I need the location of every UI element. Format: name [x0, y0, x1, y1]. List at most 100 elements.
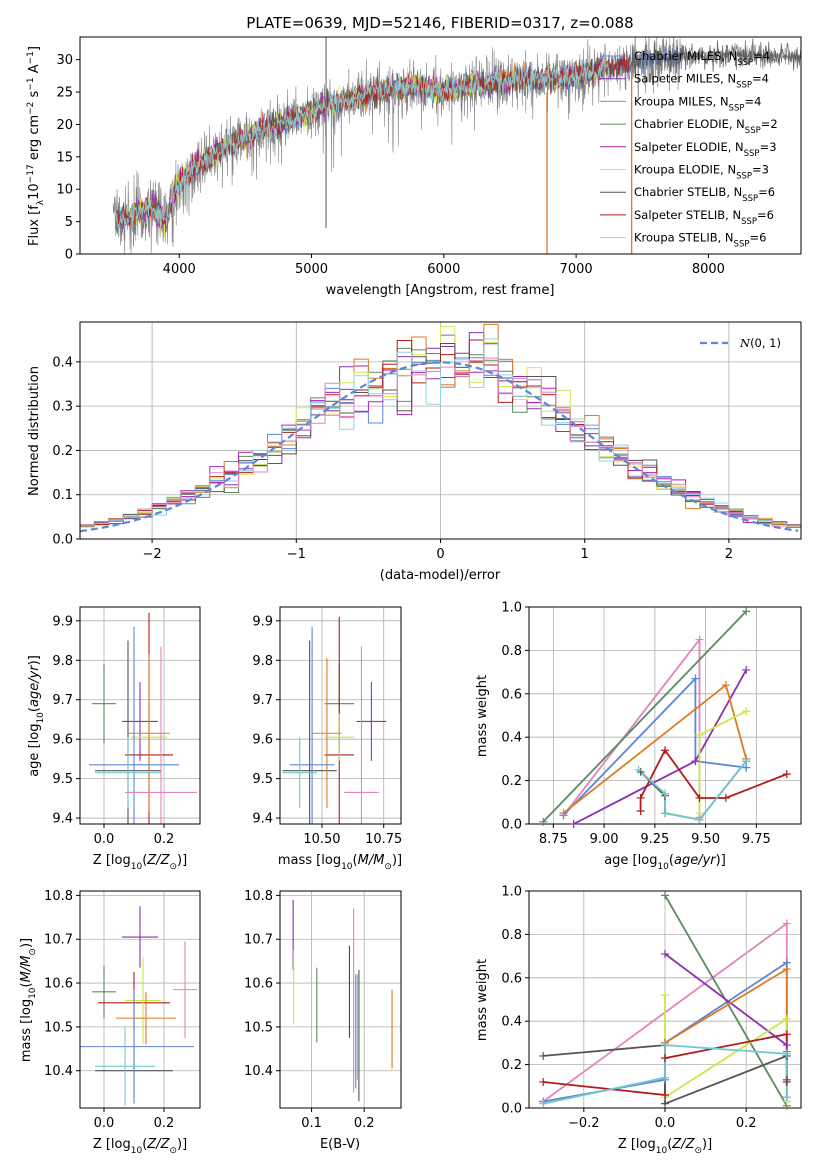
legend-entry: Salpeter MILES, NSSP=4 — [634, 72, 769, 91]
x-axis-label: Z [log10(Z/Z⊙)] — [93, 1137, 187, 1156]
panel-spectrum: 4000 5000 6000 7000 8000 0 5 10 15 20 25 30 Chabrier… — [26, 36, 802, 298]
plot-area — [80, 323, 801, 533]
legend-entry-part: =4 — [753, 49, 770, 63]
plus-marker — [695, 793, 704, 802]
label-part: erg cm — [27, 115, 42, 164]
plot-area — [292, 899, 393, 1102]
legend-entry: Kroupa MILES, NSSP=4 — [634, 94, 761, 113]
plus-marker — [661, 949, 669, 958]
label-part: ( — [142, 853, 147, 868]
x-axis-label: mass [log10(M/M⊙)] — [278, 853, 402, 872]
label-part: 10 — [131, 862, 143, 872]
panel-mass-vs-EBV: 0.1 0.2 10.4 10.5 10.6 10.7 10.8 E(B-V) — [244, 889, 402, 1152]
plus-marker — [661, 1073, 669, 1082]
y-tick-label: 10.5 — [244, 1020, 273, 1035]
plus-marker — [782, 919, 791, 928]
plus-marker — [695, 815, 704, 824]
y-tick-label: 9.6 — [52, 733, 73, 748]
label-part: Z/Z — [671, 1137, 695, 1152]
ticks: 0.1 0.2 10.4 10.5 10.6 10.7 10.8 — [244, 889, 374, 1131]
label-part: Z [log — [93, 853, 131, 868]
y-axis-label: Flux [fλ10−17 erg cm−2 s−1 A−1] — [26, 46, 46, 246]
y-tick-label: 10 — [56, 183, 73, 198]
label-part: 10 — [657, 862, 669, 872]
y-tick-label: 25 — [56, 86, 73, 101]
label-part: 10 — [28, 987, 38, 999]
axes-frame — [279, 606, 402, 825]
figure-title: PLATE=0639, MJD=52146, FIBERID=0317, z=0… — [246, 14, 633, 32]
axes-frame — [528, 606, 802, 825]
label-part: 10 — [341, 862, 353, 872]
ticks: 0.0 0.2 9.4 9.5 9.6 9.7 9.8 9.9 — [52, 614, 174, 847]
label-part: )] — [177, 1137, 187, 1152]
legend-entry: Chabrier ELODIE, NSSP=2 — [634, 117, 778, 136]
x-tick-label: 10.75 — [365, 832, 402, 847]
label-part: ( — [27, 707, 42, 712]
legend-entry: Chabrier STELIB, NSSP=6 — [634, 185, 775, 204]
y-tick-label: 0.2 — [501, 1058, 522, 1073]
plus-marker — [742, 757, 751, 766]
x-tick-label: 5000 — [295, 262, 328, 277]
label-part: )] — [392, 853, 402, 868]
label-part: ⊙ — [169, 862, 177, 872]
panel-mass-weight-vs-age: 8.75 9.00 9.25 9.50 9.75 0.0 0.2 0.4 0.6 0.8 1.0 ag… — [475, 601, 802, 872]
y-tick-label: 0.1 — [52, 488, 73, 503]
legend-part: (0, 1) — [750, 336, 781, 350]
y-tick-label: 20 — [56, 118, 73, 133]
x-tick-label: 0.2 — [154, 832, 175, 847]
legend-entry-part: Kroupa STELIB, N — [634, 231, 734, 245]
legend-entry-part: SSP — [736, 81, 752, 91]
plus-marker — [742, 707, 751, 716]
x-tick-label: 0.0 — [94, 1116, 115, 1131]
label-part: 10 — [36, 712, 46, 724]
x-tick-label: 0.2 — [154, 1116, 175, 1131]
y-tick-label: 9.8 — [252, 654, 273, 669]
label-part: mass [log — [278, 853, 341, 868]
label-part: ( — [667, 1137, 672, 1152]
plus-marker — [569, 820, 578, 828]
y-tick-label: 10.8 — [244, 889, 273, 904]
x-tick-label: 9.00 — [590, 832, 619, 847]
y-tick-label: 0.0 — [501, 1102, 522, 1117]
legend-entry-part: SSP — [734, 240, 750, 250]
legend-entry-part: SSP — [737, 58, 753, 68]
y-tick-label: 5 — [65, 215, 73, 230]
y-tick-label: 30 — [56, 53, 73, 68]
y-tick-label: 9.8 — [52, 654, 73, 669]
y-tick-label: 9.5 — [52, 772, 73, 787]
label-part: Z [log — [93, 1137, 131, 1152]
label-part: ⊙ — [28, 948, 38, 956]
x-tick-label: 1 — [581, 547, 589, 562]
legend-entry-part: =4 — [744, 94, 761, 108]
label-part: E(B-V) — [320, 1137, 360, 1152]
plus-marker — [539, 817, 548, 826]
mass-weight-series-5 — [664, 995, 788, 1102]
label-part: −17 — [26, 164, 36, 183]
legend-entry-part: =6 — [757, 208, 774, 222]
axes-frame — [528, 890, 802, 1109]
plus-marker — [636, 806, 645, 815]
plus-marker — [695, 635, 704, 644]
x-tick-label: −1 — [287, 547, 306, 562]
y-tick-label: 10.8 — [44, 889, 73, 904]
mass-weight-series-0 — [562, 636, 701, 818]
label-part: Flux [f — [27, 205, 42, 246]
plus-marker — [742, 665, 751, 674]
label-part: 10 — [131, 1146, 143, 1156]
y-tick-label: 0.0 — [501, 818, 522, 833]
x-tick-label: 2 — [725, 547, 733, 562]
legend-entry-part: SSP — [742, 194, 758, 204]
plus-marker — [782, 1075, 791, 1084]
x-tick-label: 0.0 — [655, 1116, 676, 1131]
plus-marker — [661, 891, 669, 900]
plus-marker — [695, 731, 704, 740]
label-part: ( — [353, 853, 358, 868]
y-tick-label: 0.3 — [52, 400, 73, 415]
legend-entry-part: Kroupa ELODIE, N — [634, 163, 736, 177]
mass-weight-series-4 — [664, 967, 788, 1098]
x-axis-label: Z [log10(Z/Z⊙)] — [93, 853, 187, 872]
plus-marker — [782, 1041, 791, 1050]
y-tick-label: 9.6 — [252, 733, 273, 748]
plus-marker — [661, 991, 669, 1000]
label-part: ⊙ — [694, 1146, 702, 1156]
